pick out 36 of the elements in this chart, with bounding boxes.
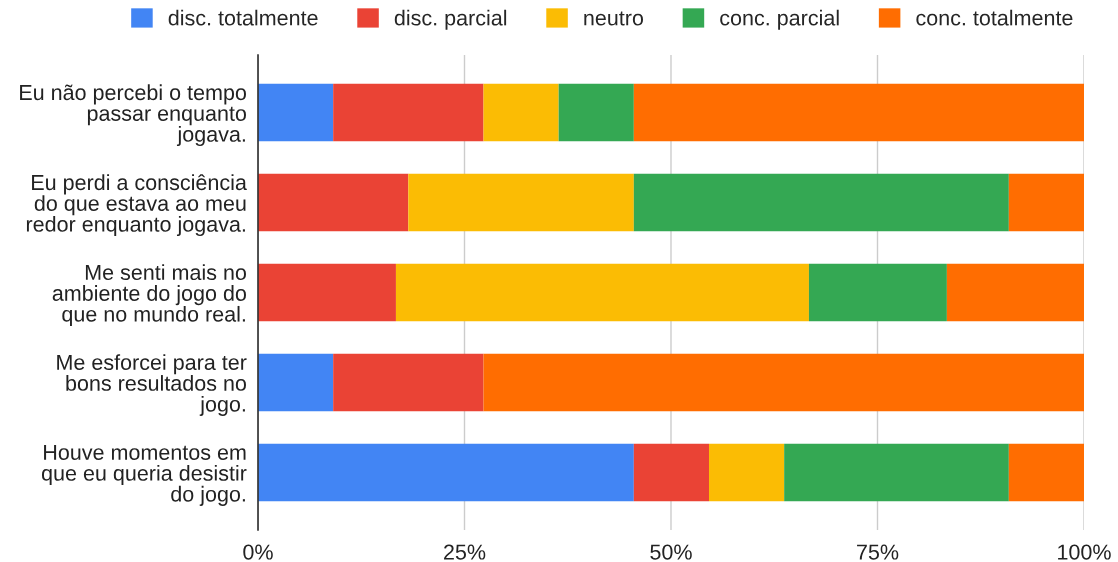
bar (633, 443, 709, 502)
y-tick-label: Eu perdi a consciência do que estava ao meu redor enquanto jogava. (26, 174, 247, 237)
bar (258, 173, 409, 232)
bar (633, 173, 1009, 232)
y-tick-label: Houve momentos em que eu queria desistir do jogo. (41, 444, 247, 506)
bar (258, 353, 334, 412)
bar (784, 443, 1009, 502)
bar (483, 353, 1084, 412)
legend-label: disc. totalmente (168, 9, 318, 26)
bar (1008, 173, 1084, 232)
legend-label: neutro (584, 11, 644, 26)
y-tick-label: Me esforcei para ter bons resultados no jogo. (57, 354, 247, 416)
bar (258, 443, 634, 502)
bar (558, 83, 634, 142)
legend-label: disc. parcial (394, 9, 507, 30)
y-tick-label: Eu não percebi o tempo passar enquanto jogava. (20, 84, 246, 147)
bar (333, 353, 484, 412)
y-tick-label: Me senti mais no ambiente do jogo do que no mundo real. (52, 264, 246, 327)
bar (483, 83, 559, 142)
bar (395, 263, 809, 322)
x-tick-label: 100% (1058, 544, 1111, 560)
x-tick-label: 25% (444, 544, 486, 560)
bar (1008, 443, 1084, 502)
bar (808, 263, 947, 322)
legend-label: conc. totalmente (916, 9, 1073, 26)
x-tick-label: 0% (243, 544, 273, 560)
bar (333, 83, 484, 142)
x-tick-label: 50% (650, 544, 692, 560)
bar (408, 173, 634, 232)
bar (709, 443, 785, 502)
bar (258, 263, 396, 322)
bar (946, 263, 1084, 322)
legend-label: conc. parcial (720, 9, 839, 30)
bar (633, 83, 1084, 142)
bar (258, 83, 334, 142)
x-tick-label: 75% (857, 544, 899, 560)
